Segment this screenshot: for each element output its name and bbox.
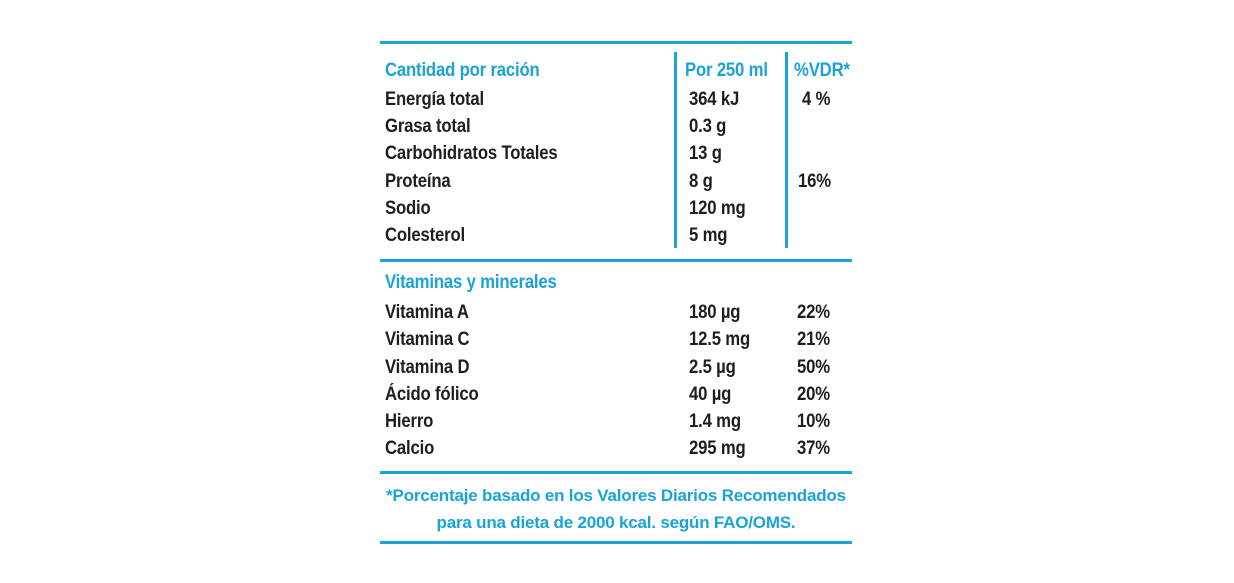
nutrient-amount: 0.3 g <box>689 116 727 137</box>
section-divider <box>380 259 852 262</box>
footnote-line-2: para una dieta de 2000 kcal. según FAO/O… <box>436 513 796 532</box>
vitamin-amount: 1.4 mg <box>689 411 741 432</box>
nutrient-name: Colesterol <box>385 225 466 246</box>
vitamin-amount: 12.5 mg <box>689 329 751 350</box>
nutrient-amount: 8 g <box>689 171 713 192</box>
nutrition-facts-label: Cantidad por ración Por 250 ml %VDR* Ene… <box>380 0 852 583</box>
vitamin-amount: 295 mg <box>689 438 746 459</box>
vitamin-dv: 50% <box>797 357 830 378</box>
nutrient-name: Sodio <box>385 198 431 219</box>
nutrient-amount: 120 mg <box>689 198 746 219</box>
vitamin-amount: 40 µg <box>689 384 732 405</box>
vitamin-name: Hierro <box>385 411 434 432</box>
top-divider <box>380 41 852 44</box>
vitamin-dv: 22% <box>797 302 830 323</box>
vitamin-name: Vitamina A <box>385 302 469 323</box>
vitamin-name: Vitamina C <box>385 329 470 350</box>
vitamin-amount: 2.5 µg <box>689 357 736 378</box>
header-per-serving: Por 250 ml <box>685 60 768 81</box>
vitamin-name: Calcio <box>385 438 435 459</box>
column-divider-amount <box>674 52 677 248</box>
footnote-divider <box>380 471 852 474</box>
vitamin-name: Vitamina D <box>385 357 470 378</box>
nutrient-amount: 5 mg <box>689 225 728 246</box>
column-divider-dv <box>785 52 788 248</box>
vitamin-dv: 21% <box>797 329 830 350</box>
vitamin-name: Ácido fólico <box>385 384 479 405</box>
header-dv: %VDR* <box>794 60 850 81</box>
nutrient-dv: 4 % <box>802 89 831 110</box>
vitamins-section-title: Vitaminas y minerales <box>385 272 557 293</box>
nutrient-name: Grasa total <box>385 116 471 137</box>
nutrient-name: Energía total <box>385 89 484 110</box>
vitamin-dv: 37% <box>797 438 830 459</box>
bottom-divider <box>380 541 852 544</box>
nutrient-dv: 16% <box>798 171 831 192</box>
vitamin-dv: 20% <box>797 384 830 405</box>
nutrient-amount: 13 g <box>689 143 722 164</box>
nutrient-name: Carbohidratos Totales <box>385 143 558 164</box>
nutrient-amount: 364 kJ <box>689 89 740 110</box>
header-amount-label: Cantidad por ración <box>385 60 540 81</box>
vitamin-dv: 10% <box>797 411 830 432</box>
vitamin-amount: 180 µg <box>689 302 741 323</box>
nutrient-name: Proteína <box>385 171 451 192</box>
footnote-line-1: *Porcentaje basado en los Valores Diario… <box>386 486 846 505</box>
